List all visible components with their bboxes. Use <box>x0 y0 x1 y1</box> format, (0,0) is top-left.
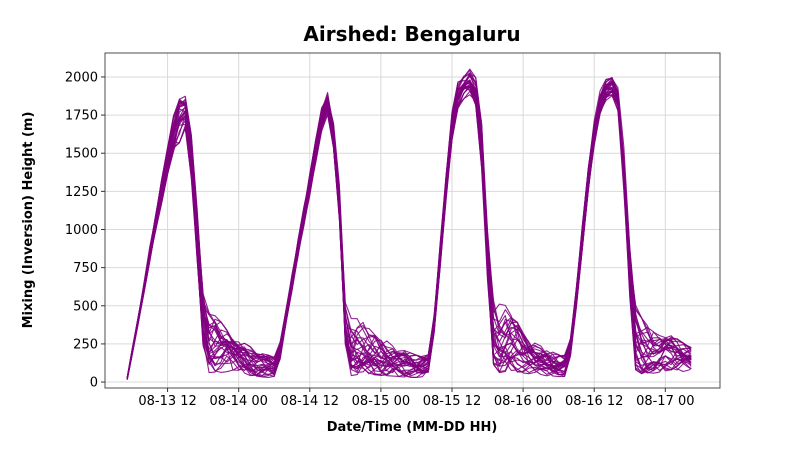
ensemble-series <box>126 68 692 380</box>
ensemble-line <box>126 72 692 380</box>
x-tick-label: 08-15 12 <box>423 394 481 409</box>
ensemble-line <box>126 84 692 379</box>
y-tick-label: 250 <box>73 337 98 352</box>
x-tick-label: 08-17 00 <box>636 394 694 409</box>
y-tick-label: 1750 <box>65 109 98 124</box>
x-tick-label: 08-13 12 <box>138 394 196 409</box>
tick-marks <box>101 76 666 392</box>
grid-lines <box>105 53 720 388</box>
ensemble-line <box>126 69 692 380</box>
x-tick-label: 08-16 00 <box>494 394 552 409</box>
y-tick-label: 1500 <box>65 147 98 162</box>
ensemble-line <box>126 85 692 379</box>
axes-border <box>104 52 721 389</box>
x-tick-label: 08-15 00 <box>352 394 410 409</box>
y-tick-label: 1250 <box>65 185 98 200</box>
y-tick-label: 750 <box>73 261 98 276</box>
x-axis-label: Date/Time (MM-DD HH) <box>327 420 498 435</box>
x-tick-label: 08-14 00 <box>209 394 267 409</box>
chart-title: Airshed: Bengaluru <box>303 22 520 46</box>
y-tick-label: 1000 <box>65 223 98 238</box>
y-tick-label: 0 <box>90 376 98 391</box>
x-tick-label: 08-14 12 <box>281 394 339 409</box>
ensemble-line <box>126 85 692 379</box>
x-tick-label: 08-16 12 <box>565 394 623 409</box>
y-tick-label: 2000 <box>65 70 98 85</box>
y-axis-label: Mixing (Inversion) Height (m) <box>21 112 36 329</box>
tick-labels: 08-13 12 08-14 00 08-14 12 08-15 00 08-15 12… <box>65 70 695 409</box>
y-tick-label: 500 <box>73 299 98 314</box>
